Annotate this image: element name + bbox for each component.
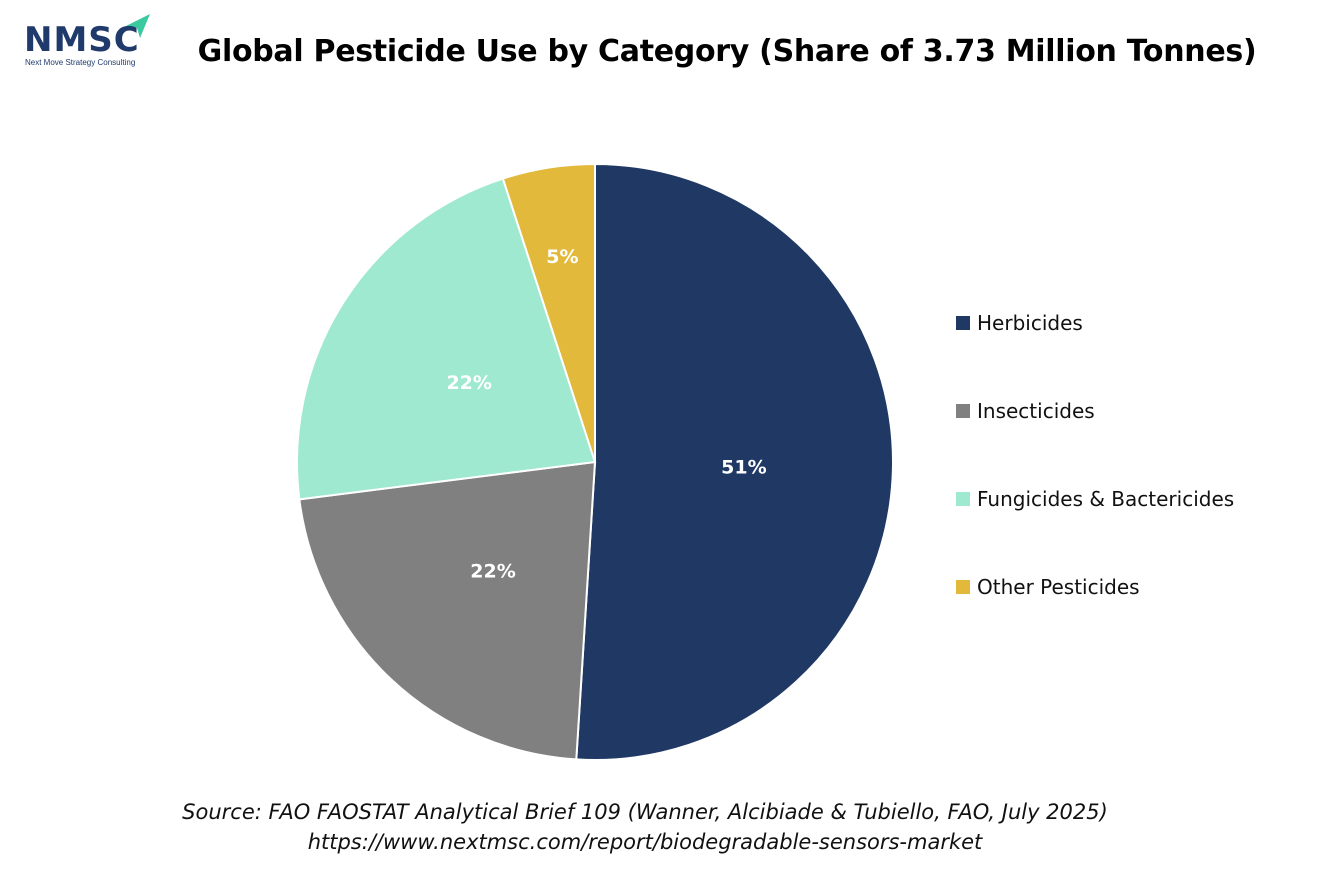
slice-label-fungicides: 22% — [446, 372, 491, 394]
pie-slice-insecticides — [298, 460, 597, 761]
legend-item: Insecticides — [956, 398, 1234, 424]
logo-name: NMSC — [24, 20, 140, 60]
pie-slices — [296, 162, 894, 761]
slice-label-insecticides: 22% — [470, 561, 515, 583]
legend: Herbicides Insecticides Fungicides & Bac… — [956, 310, 1234, 662]
legend-item: Other Pesticides — [956, 574, 1234, 600]
legend-item: Herbicides — [956, 310, 1234, 336]
pie-slice-other — [501, 162, 596, 463]
legend-label: Insecticides — [977, 399, 1095, 423]
chart-title: Global Pesticide Use by Category (Share … — [197, 34, 1257, 69]
pie-slice-labels: 51% 22% 22% 5% — [446, 246, 766, 583]
legend-swatch-insecticides — [956, 404, 970, 418]
legend-item: Fungicides & Bactericides — [956, 486, 1234, 512]
legend-label: Other Pesticides — [977, 575, 1140, 599]
pie-slice-herbicides — [575, 162, 894, 761]
legend-swatch-other — [956, 580, 970, 594]
source-url: https://www.nextmsc.com/report/biodegrad… — [307, 830, 983, 854]
logo-tagline: Next Move Strategy Consulting — [25, 58, 136, 67]
pie-slice-fungicides — [296, 177, 597, 501]
legend-label: Herbicides — [977, 311, 1083, 335]
slice-label-other: 5% — [546, 246, 578, 268]
legend-label: Fungicides & Bactericides — [977, 487, 1235, 511]
legend-swatch-fungicides — [956, 492, 970, 506]
source-note: Source: FAO FAOSTAT Analytical Brief 109… — [182, 800, 1108, 824]
arrow-icon — [126, 14, 150, 38]
slice-label-herbicides: 51% — [721, 457, 766, 479]
logo: NMSC Next Move Strategy Consulting — [22, 14, 162, 72]
legend-swatch-herbicides — [956, 316, 970, 330]
